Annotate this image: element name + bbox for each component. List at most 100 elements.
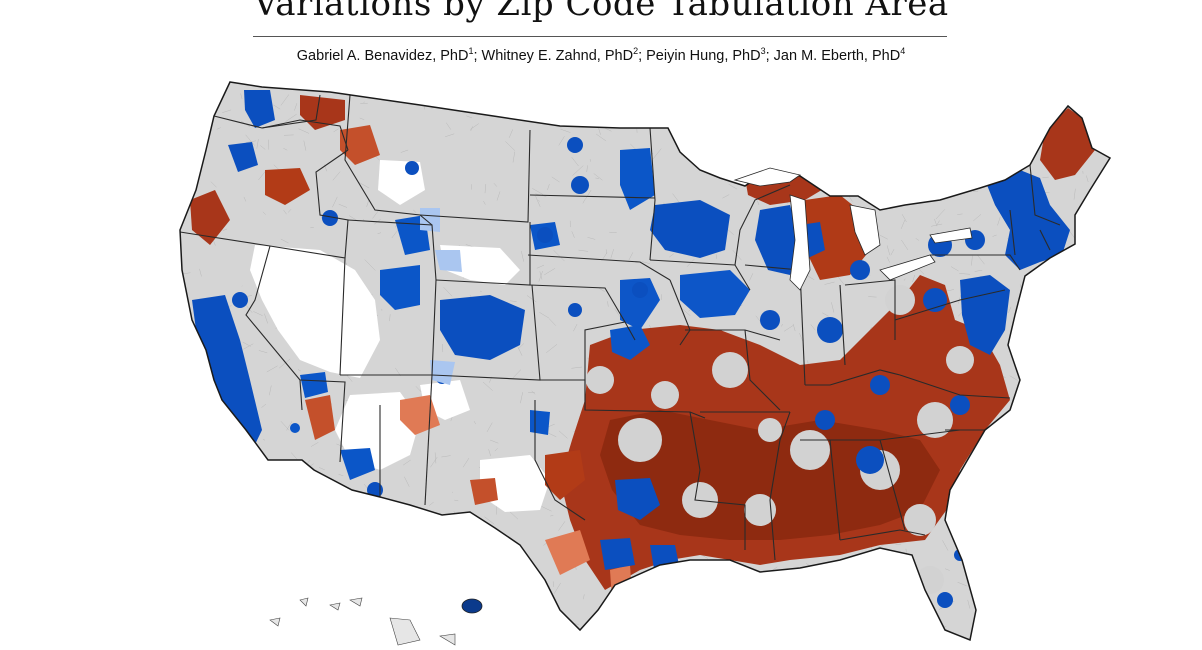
island [329,602,341,611]
city-neutral [712,352,748,388]
city-neutral [758,418,782,442]
texas-hot-region [545,450,585,500]
pale-cold-region [430,360,455,385]
maine-hot-region [1040,108,1095,180]
author-line: Gabriel A. Benavidez, PhD1; Whitney E. Z… [0,46,1202,64]
utah-cold-region [380,265,420,310]
oregon-hot-region [190,190,230,245]
lake-erie [879,254,936,281]
lake-michigan [789,194,811,291]
state-line [744,264,801,271]
southwest-hot-region [470,478,498,505]
state-line [424,374,433,506]
state-line [529,194,656,199]
city-cold [754,582,766,594]
city-neutral [885,285,915,315]
arizona-cold-region [340,448,375,480]
southwest-hot-region [305,395,335,440]
state-line [769,411,791,561]
state-line [1029,164,1061,226]
city-cold [568,303,582,317]
state-line [649,127,656,261]
state-line [344,94,433,226]
island [389,617,421,646]
city-cold [870,375,890,395]
pale-cold-region [435,250,462,272]
island [349,597,363,607]
texas-cold-region [650,545,680,575]
wisconsin-cold-region [755,205,800,275]
state-line [805,369,901,386]
city-neutral [744,494,776,526]
lake-superior [733,167,801,187]
state-line [839,284,846,366]
texas-cold-region [600,538,635,570]
map-title: Variations by Zip Code Tabulation Area [253,0,949,24]
state-line [261,119,349,151]
island [299,597,309,607]
state-line [829,439,841,541]
state-borders [180,94,1061,561]
texas-cold-region [530,410,550,435]
city-neutral [618,418,662,462]
city-neutral [651,381,679,409]
city-neutral [586,366,614,394]
city-cold [571,176,589,194]
state-line [419,129,531,223]
state-line [180,231,271,247]
great-lakes [733,167,973,291]
city-cold [232,292,248,308]
seattle-cold-region [244,90,275,128]
southwest-hot-region [545,530,590,575]
lake-ontario [929,227,973,244]
montana-hot-region [340,125,380,165]
city-cold [817,317,843,343]
city-neutral [904,504,936,536]
state-line [1009,209,1016,256]
author-4: Jan M. Eberth, PhD4 [773,46,906,64]
city-cold [290,423,300,433]
island-cold [461,598,483,614]
california-cold-region [192,295,262,455]
state-line [894,289,1006,321]
state-line [315,149,349,259]
author-3: Peiyin Hung, PhD3; [646,46,774,64]
state-line [839,529,926,541]
state-line [1039,229,1051,251]
iowa-cold-region [680,270,750,318]
nebraska-cold-region [620,278,660,330]
mid-atlantic-cold-region [960,275,1010,355]
city-cold [937,592,953,608]
state-line [899,374,1011,399]
city-cold [850,260,870,280]
cluster-regions [190,90,1095,608]
state-line [213,94,321,129]
author-1: Gabriel A. Benavidez, PhD1; [296,46,482,64]
city-cold [537,227,553,243]
no-data-region [250,245,380,378]
northeast-cold-region [985,170,1070,270]
city-neutral [790,430,830,470]
city-neutral [917,402,953,438]
state-line [527,254,671,281]
city-cold [760,310,780,330]
city-cold [567,137,583,153]
colorado-cold-region [440,295,525,360]
city-cold [632,282,648,298]
state-line [879,439,906,531]
city-cold [923,288,947,312]
texas-cold-region [615,478,660,520]
state-line [930,254,1021,271]
minnesota-cold-region [650,200,730,258]
city-neutral [916,566,944,594]
dakota-cold-region [620,148,655,210]
island [439,633,456,646]
state-line [245,245,303,411]
title-divider [253,36,947,37]
offshore-islands [269,597,456,646]
city-cold [322,210,338,226]
city-cold [950,395,970,415]
city-cold [216,428,240,452]
city-cold [815,410,835,430]
